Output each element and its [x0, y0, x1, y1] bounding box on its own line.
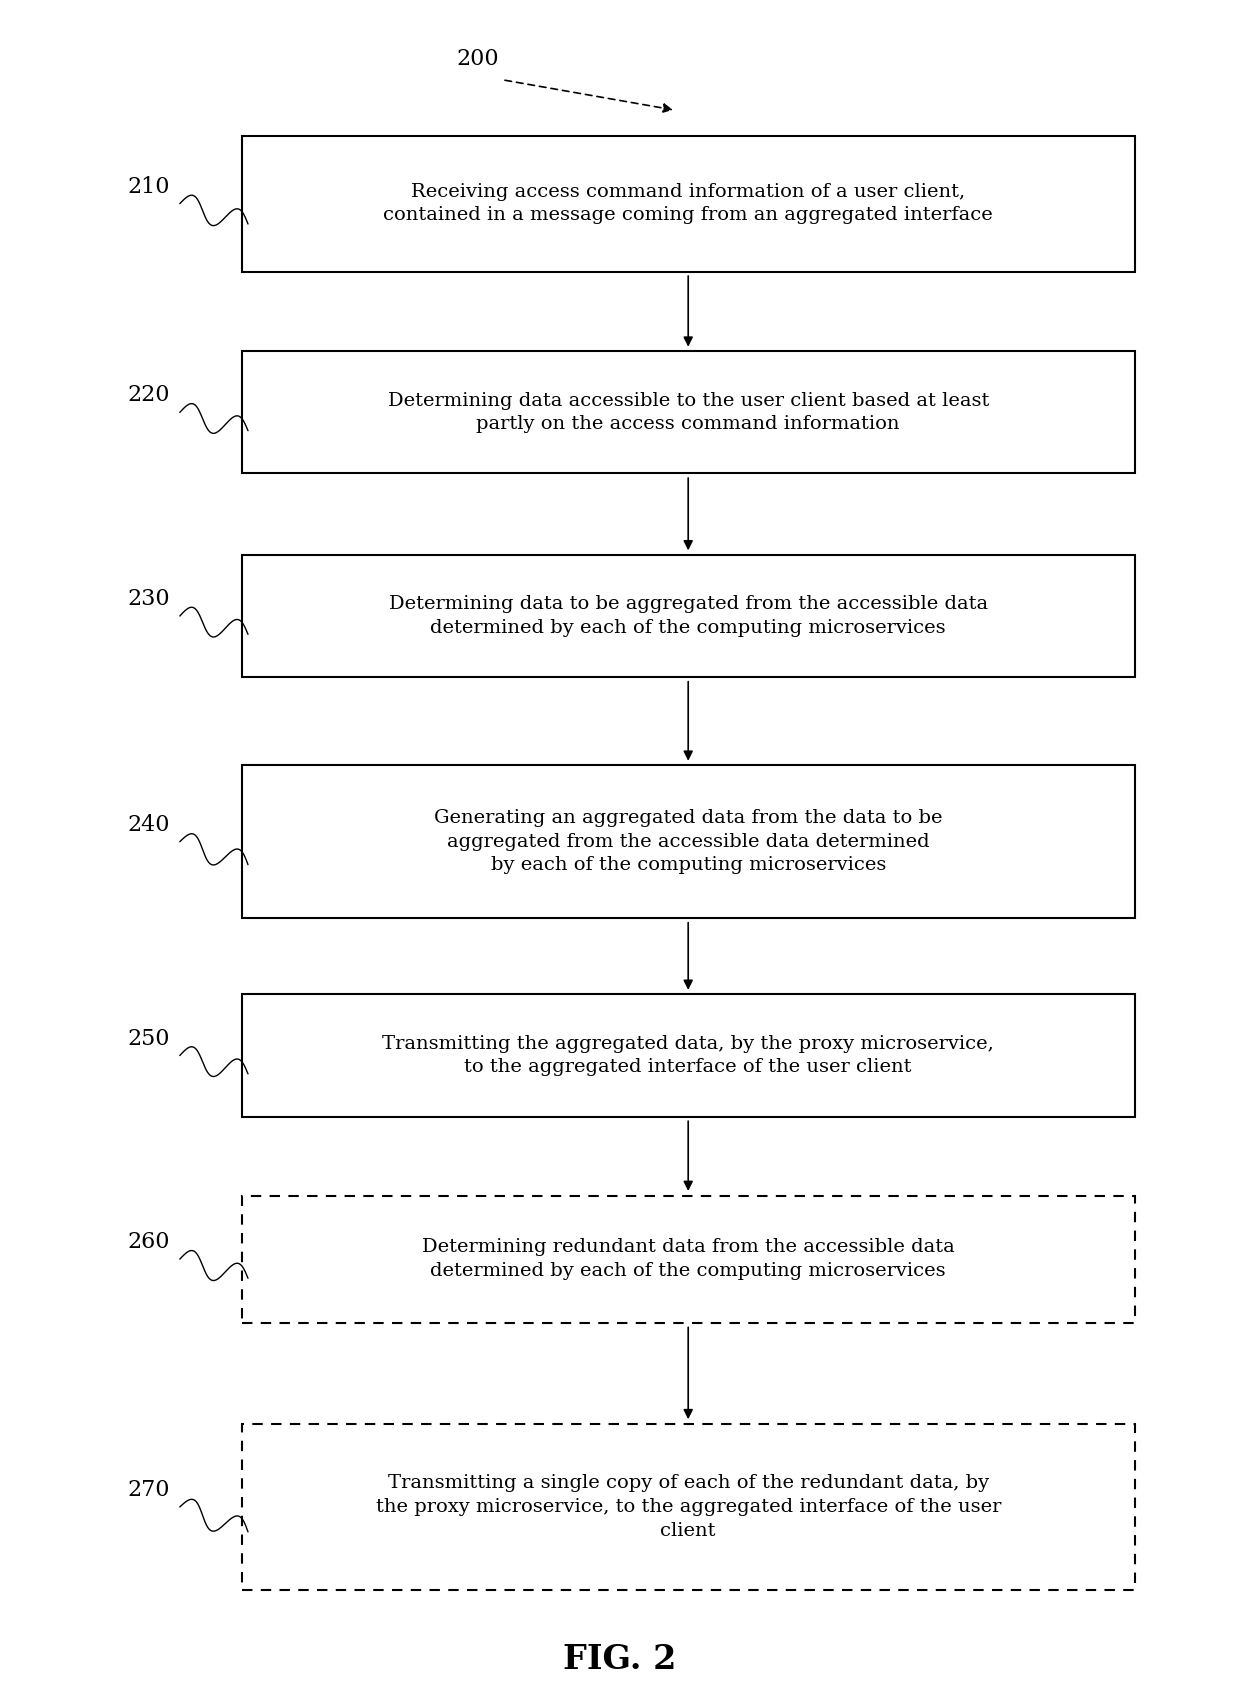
Text: Determining data to be aggregated from the accessible data
determined by each of: Determining data to be aggregated from t…: [388, 596, 988, 636]
Text: Determining redundant data from the accessible data
determined by each of the co: Determining redundant data from the acce…: [422, 1239, 955, 1280]
Bar: [242, 994, 1135, 1117]
Bar: [242, 1195, 1135, 1324]
Bar: [242, 765, 1135, 918]
Text: 270: 270: [128, 1480, 170, 1500]
Text: FIG. 2: FIG. 2: [563, 1643, 677, 1677]
Bar: [242, 1424, 1135, 1590]
Bar: [242, 136, 1135, 272]
Text: 250: 250: [128, 1028, 170, 1049]
Text: 210: 210: [128, 176, 170, 197]
Bar: [242, 351, 1135, 473]
Text: 240: 240: [128, 815, 170, 835]
Text: 220: 220: [128, 385, 170, 406]
Text: Generating an aggregated data from the data to be
aggregated from the accessible: Generating an aggregated data from the d…: [434, 809, 942, 874]
Text: Transmitting the aggregated data, by the proxy microservice,
to the aggregated i: Transmitting the aggregated data, by the…: [382, 1035, 994, 1076]
Bar: [242, 555, 1135, 677]
Text: Transmitting a single copy of each of the redundant data, by
the proxy microserv: Transmitting a single copy of each of th…: [376, 1475, 1001, 1539]
Text: 260: 260: [128, 1232, 170, 1252]
Text: Receiving access command information of a user client,
contained in a message co: Receiving access command information of …: [383, 183, 993, 224]
Text: 230: 230: [128, 589, 170, 609]
Text: Determining data accessible to the user client based at least
partly on the acce: Determining data accessible to the user …: [388, 392, 988, 433]
Text: 200: 200: [456, 49, 498, 70]
